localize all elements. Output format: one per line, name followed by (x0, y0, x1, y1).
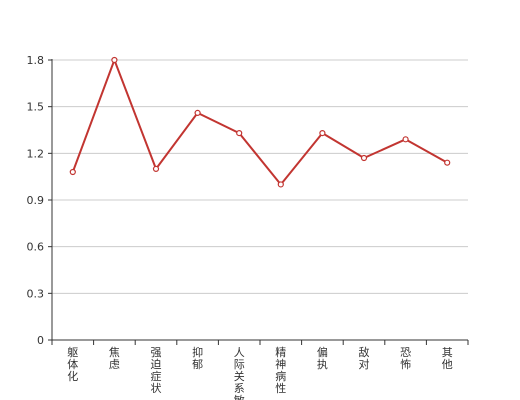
x-tick-label: 其他 (442, 346, 453, 371)
series-line (71, 59, 448, 186)
x-tick-label: 强迫症状 (151, 346, 162, 395)
x-tick-label: 恐怖 (400, 346, 411, 371)
series-layer (69, 56, 451, 188)
x-tick-label: 抑郁 (192, 345, 203, 371)
label-layer: 0 0.3 0.6 0.9 1.2 1.5 1.8 躯体化 焦虑 强迫症状 抑郁 人际关系敏感 精神病性… (27, 54, 453, 400)
data-point (152, 165, 160, 172)
y-tick-label: 0.6 (27, 241, 45, 254)
data-point (444, 159, 451, 166)
y-tick-label: 0.9 (27, 194, 45, 207)
grid-layer (52, 59, 468, 294)
data-point (360, 154, 368, 162)
data-point (111, 56, 118, 64)
x-tick-label: 偏执 (317, 345, 328, 371)
data-point (69, 168, 76, 176)
y-tick-label: 0.3 (27, 287, 45, 300)
x-tick-label: 焦虑 (109, 346, 120, 371)
data-point (402, 136, 409, 143)
x-tick-label: 敌对 (359, 345, 370, 371)
x-tick-label: 人际关系敏感 (234, 346, 245, 400)
y-tick-label: 1.8 (27, 54, 45, 67)
y-tick-label: 1.5 (27, 101, 45, 114)
data-point (319, 130, 326, 137)
data-point (277, 181, 284, 188)
axis-layer (48, 59, 469, 345)
x-tick-label: 躯体化 (67, 346, 78, 383)
x-tick-label: 精神病性 (275, 346, 286, 395)
data-point (236, 130, 243, 137)
y-tick-label: 0 (37, 334, 44, 347)
data-point (194, 109, 201, 116)
y-tick-label: 1.2 (27, 147, 45, 160)
